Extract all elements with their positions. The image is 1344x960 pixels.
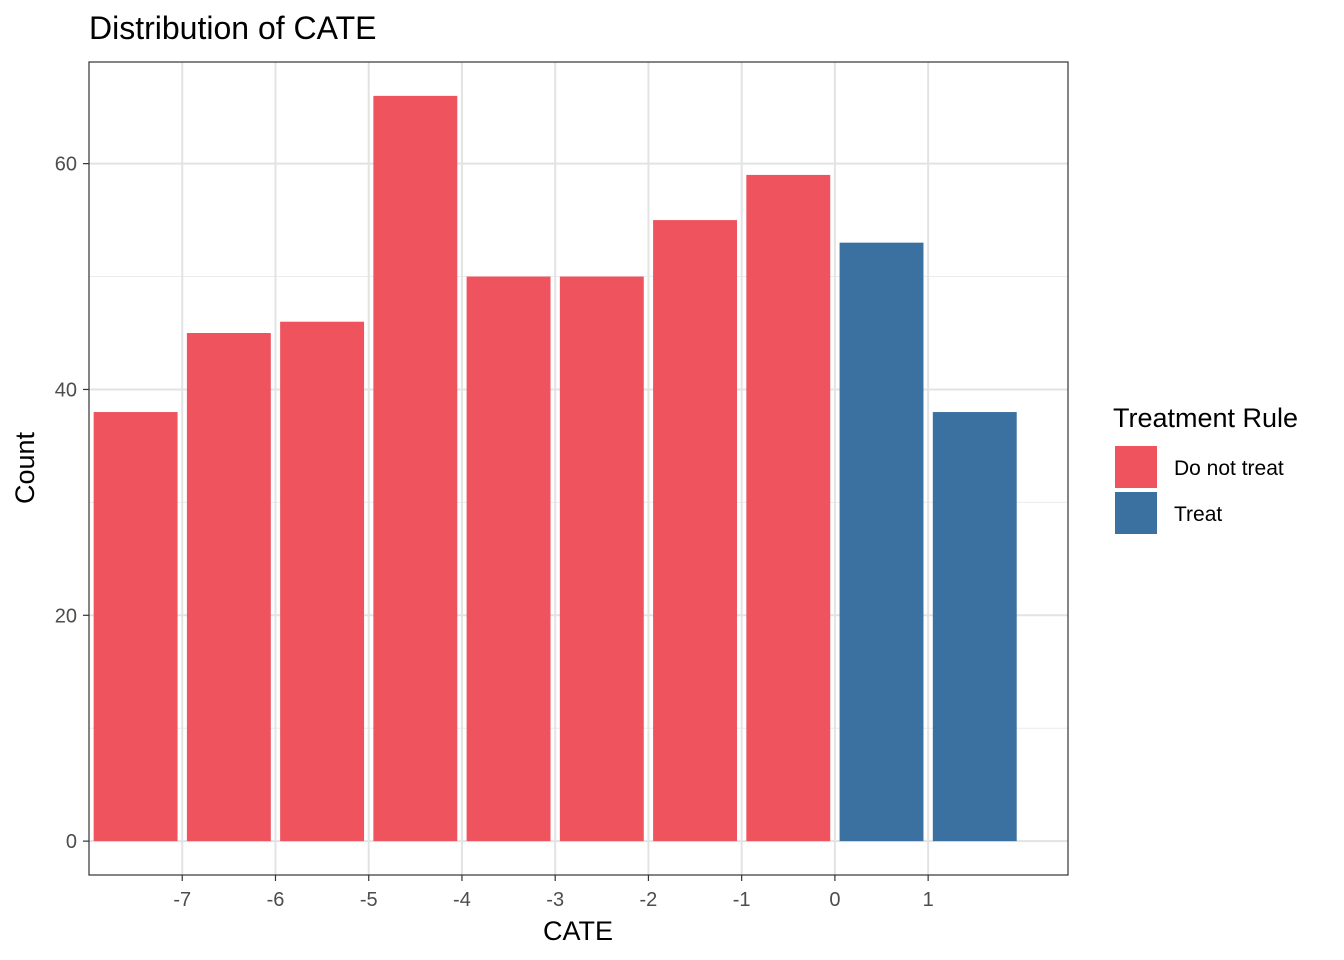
x-tick-label: -7 <box>173 889 191 911</box>
y-tick-label: 60 <box>55 154 77 176</box>
bar-do-not-treat <box>653 220 738 842</box>
x-tick-label: -5 <box>360 889 378 911</box>
legend-key-do-not-treat <box>1115 446 1157 488</box>
bar-do-not-treat <box>746 174 831 842</box>
legend-label-treat: Treat <box>1174 503 1222 526</box>
bar-treat <box>839 242 924 842</box>
bar-treat <box>932 412 1017 842</box>
panel-border <box>88 61 1069 876</box>
x-axis-title: CATE <box>543 916 613 946</box>
y-tick-label: 20 <box>55 605 77 627</box>
legend-key-treat <box>1115 492 1157 534</box>
x-tick-label: 0 <box>829 889 840 911</box>
y-axis: 0 20 40 60 <box>55 154 89 853</box>
chart-title: Distribution of CATE <box>89 10 377 46</box>
x-tick-label: -2 <box>640 889 658 911</box>
bars-layer <box>93 95 1017 842</box>
y-axis-title: Count <box>10 431 40 504</box>
legend-label-do-not-treat: Do not treat <box>1174 457 1284 480</box>
x-axis: -7 -6 -5 -4 -3 -2 -1 0 1 <box>173 875 934 911</box>
x-tick-label: -6 <box>267 889 285 911</box>
y-tick-label: 0 <box>66 831 77 853</box>
bar-do-not-treat <box>373 95 458 842</box>
bar-do-not-treat <box>559 276 644 842</box>
x-tick-label: 1 <box>923 889 934 911</box>
x-tick-label: -1 <box>733 889 751 911</box>
x-tick-label: -3 <box>546 889 564 911</box>
bar-do-not-treat <box>280 321 365 842</box>
bar-do-not-treat <box>466 276 551 842</box>
legend-title: Treatment Rule <box>1113 403 1298 433</box>
x-tick-label: -4 <box>453 889 471 911</box>
y-tick-label: 40 <box>55 379 77 401</box>
bar-do-not-treat <box>186 333 271 842</box>
bar-do-not-treat <box>93 412 178 842</box>
legend: Treatment Rule Do not treat Treat <box>1113 403 1298 534</box>
